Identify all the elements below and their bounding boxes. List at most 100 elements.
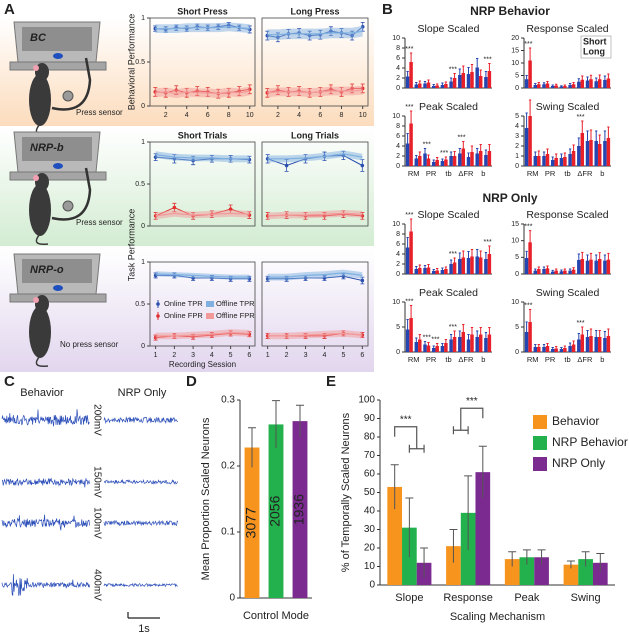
x-tick-label: 5 xyxy=(341,352,345,359)
error-bar xyxy=(596,553,605,573)
x-tick-label: 3 xyxy=(191,352,195,359)
error-bar xyxy=(436,343,439,349)
bar xyxy=(533,156,538,166)
y-tick-label: 0 xyxy=(515,163,519,170)
point xyxy=(284,163,289,168)
bar xyxy=(603,338,607,352)
bar xyxy=(478,334,483,352)
x-tick-label: 4 xyxy=(185,112,189,119)
offline-line xyxy=(267,89,363,94)
bar xyxy=(606,138,611,166)
bar xyxy=(458,337,462,352)
error-bar xyxy=(577,333,580,346)
bar xyxy=(405,76,410,88)
error-bar xyxy=(563,84,567,87)
significance-label: *** xyxy=(457,134,465,141)
error-bar xyxy=(415,82,418,87)
bar xyxy=(452,337,457,352)
bar xyxy=(585,260,590,274)
bar xyxy=(559,271,564,274)
bar xyxy=(580,79,585,88)
bar xyxy=(487,334,492,352)
voltage-trace xyxy=(103,582,178,588)
x-axis-label: Recording Session xyxy=(169,360,236,369)
trace-column-label: NRP Only xyxy=(118,387,167,399)
significance-label: *** xyxy=(576,320,584,327)
y-tick-label: 30 xyxy=(364,524,376,535)
legend-label: Online FPR xyxy=(164,311,203,320)
error-bar xyxy=(444,339,448,347)
x-tick-label: 2 xyxy=(285,352,289,359)
bar xyxy=(466,258,471,274)
significance-label: *** xyxy=(524,41,532,48)
error-bar xyxy=(441,267,444,272)
error-bar xyxy=(464,475,473,550)
x-tick-label: 2 xyxy=(276,112,280,119)
significance-bracket xyxy=(452,407,484,435)
bar-count: 2056 xyxy=(267,495,283,526)
x-tick-label: 4 xyxy=(210,352,214,359)
device-label: NRP-b xyxy=(30,142,64,154)
error-bar xyxy=(444,81,448,86)
error-bar xyxy=(603,254,607,267)
bar xyxy=(524,128,529,166)
y-tick-label: 20 xyxy=(511,35,519,42)
sensor-label: Press sensor xyxy=(76,108,123,117)
error-bar xyxy=(484,332,488,344)
bar xyxy=(589,259,593,274)
y-tick-label: 10 xyxy=(392,113,400,120)
y-tick-label: 0 xyxy=(515,85,519,92)
x-tick-label: b xyxy=(481,169,485,178)
bar xyxy=(528,60,532,88)
x-tick-label: 2 xyxy=(164,112,168,119)
error-bar xyxy=(458,148,461,159)
error-bar xyxy=(586,330,589,344)
x-tick-label: tb xyxy=(564,355,570,364)
bar xyxy=(426,158,431,166)
bar xyxy=(461,148,466,166)
bar xyxy=(606,336,611,352)
error-bar xyxy=(462,65,465,80)
bar xyxy=(606,259,611,274)
bar xyxy=(528,116,532,166)
x-tick-label: 2 xyxy=(172,352,176,359)
y-tick-label: 10 xyxy=(511,60,519,67)
offline-line xyxy=(155,273,250,278)
error-bar xyxy=(415,337,418,346)
bar xyxy=(484,155,488,166)
y-tick-label: 1 xyxy=(141,15,145,22)
error-bar xyxy=(555,83,558,87)
y-tick-label: 6 xyxy=(396,241,400,248)
y-tick-label: 0 xyxy=(141,103,145,110)
bar xyxy=(537,84,541,88)
bar xyxy=(449,339,453,352)
error-bar xyxy=(432,159,435,164)
bar xyxy=(571,151,576,166)
x-tick-label: Swing xyxy=(571,592,601,604)
error-bar xyxy=(423,148,427,159)
error-bar xyxy=(418,264,421,271)
bar xyxy=(585,141,590,166)
bar xyxy=(577,81,581,88)
error-bar xyxy=(248,427,256,468)
y-tick-label: 4 xyxy=(396,65,400,72)
significance-label: *** xyxy=(405,212,413,219)
legend-label: Offline FPR xyxy=(216,311,255,320)
error-bar xyxy=(581,551,590,567)
y-tick-label: 6 xyxy=(396,55,400,62)
error-bar xyxy=(449,151,453,160)
legend-swatch xyxy=(533,415,547,429)
voltage-trace xyxy=(103,520,179,527)
bar xyxy=(478,151,483,166)
bar xyxy=(563,564,579,585)
error-bar xyxy=(436,268,439,273)
error-bar xyxy=(560,347,563,351)
significance-label: *** xyxy=(524,224,532,231)
significance-label: *** xyxy=(484,56,492,63)
error-bar xyxy=(432,269,435,273)
y-axis-label: Behavioral Performance xyxy=(126,14,136,111)
bar xyxy=(475,337,479,352)
error-bar xyxy=(467,67,470,81)
error-bar xyxy=(427,79,430,85)
error-bar xyxy=(555,153,558,162)
